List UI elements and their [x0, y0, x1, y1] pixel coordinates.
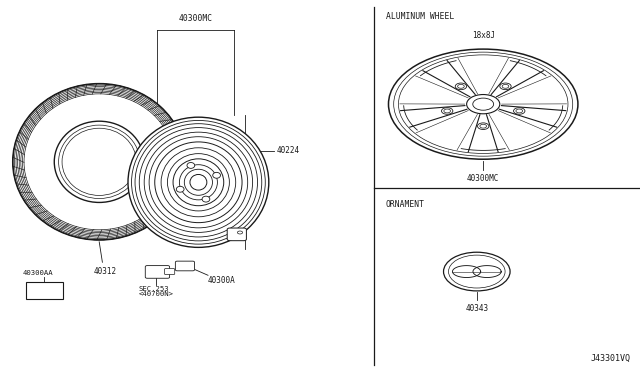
Text: SEC.253: SEC.253 [139, 286, 170, 292]
Circle shape [467, 94, 500, 114]
Circle shape [477, 123, 489, 129]
Text: 40300MC: 40300MC [467, 174, 499, 183]
Ellipse shape [62, 128, 136, 195]
Circle shape [480, 124, 486, 128]
FancyBboxPatch shape [175, 261, 195, 271]
Text: <40700N>: <40700N> [139, 291, 174, 297]
Text: 40300AA: 40300AA [22, 270, 53, 276]
Ellipse shape [212, 172, 221, 178]
Circle shape [458, 84, 464, 88]
Circle shape [442, 108, 453, 114]
Text: J43301VQ: J43301VQ [590, 354, 630, 363]
Circle shape [502, 84, 509, 88]
Ellipse shape [202, 196, 210, 202]
Ellipse shape [13, 84, 186, 240]
FancyBboxPatch shape [227, 228, 246, 241]
Text: 40312: 40312 [94, 267, 117, 276]
Text: ORNAMENT: ORNAMENT [386, 200, 425, 209]
Circle shape [513, 108, 525, 114]
Text: ALUMINUM WHEEL: ALUMINUM WHEEL [386, 12, 454, 21]
Circle shape [455, 83, 467, 90]
Ellipse shape [176, 186, 184, 192]
Circle shape [444, 252, 510, 291]
Ellipse shape [187, 163, 195, 169]
Circle shape [388, 49, 578, 159]
Text: 40224: 40224 [276, 146, 300, 155]
Circle shape [237, 231, 243, 234]
FancyBboxPatch shape [145, 266, 170, 278]
Text: 18x8J: 18x8J [472, 31, 495, 40]
Text: 40300A: 40300A [208, 276, 236, 285]
Circle shape [516, 109, 522, 113]
Text: 40343: 40343 [465, 304, 488, 313]
Circle shape [444, 109, 451, 113]
Bar [26, 282, 63, 299]
Ellipse shape [190, 174, 207, 190]
Circle shape [500, 83, 511, 90]
FancyBboxPatch shape [164, 269, 175, 275]
Text: 40300MC: 40300MC [178, 14, 212, 23]
Ellipse shape [128, 117, 269, 247]
